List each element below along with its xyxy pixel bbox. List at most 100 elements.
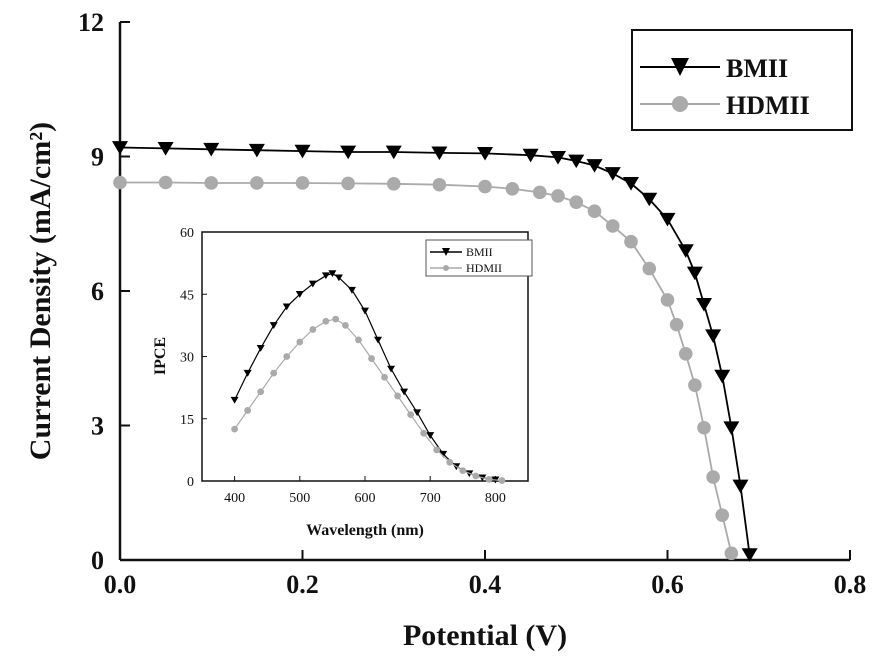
inset-hdmii-point: [270, 369, 278, 377]
main-hdmii-point: [660, 293, 675, 307]
main-hdmii-point: [478, 179, 492, 194]
main-y-tick-label: 12: [78, 8, 104, 37]
inset-hdmii-point: [485, 475, 493, 483]
main-bmii-point: [604, 167, 621, 181]
main-bmii-point: [741, 548, 758, 562]
inset-bmii-point: [321, 272, 330, 280]
main-bmii-point: [677, 244, 694, 258]
inset-hdmii-point: [446, 458, 454, 466]
inset-bmii-point: [243, 369, 252, 377]
inset-y-tick-label: 0: [187, 475, 194, 490]
inset-hdmii-point: [355, 336, 362, 344]
inset-hdmii-point: [420, 429, 428, 437]
inset-y-tick-label: 60: [180, 226, 194, 241]
main-y-axis-label: Current Density (mA/cm²): [24, 122, 57, 460]
main-legend: BMII HDMII: [631, 29, 853, 131]
legend-hdmii-label: HDMII: [726, 91, 810, 120]
main-hdmii-point: [624, 234, 638, 249]
main-hdmii-point: [587, 204, 602, 218]
inset-bmii-point: [439, 450, 448, 458]
main-hdmii-point: [715, 508, 730, 522]
main-hdmii-point: [295, 176, 310, 190]
main-bmii-point: [248, 143, 265, 158]
main-y-tick-label: 6: [91, 277, 104, 306]
main-bmii-point: [157, 142, 174, 156]
inset-bmii-point: [328, 270, 337, 278]
inset-x-tick-label: 800: [485, 491, 506, 506]
inset-hdmii-point: [332, 315, 340, 323]
main-bmii-point: [431, 146, 448, 161]
main-x-tick-label: 0.0: [104, 570, 137, 599]
inset-y-tick-label: 15: [180, 413, 194, 428]
inset-hdmii-point: [407, 411, 415, 418]
main-bmii-point: [112, 141, 128, 155]
inset-y-tick-label: 30: [180, 351, 194, 366]
inset-hdmii-point: [472, 472, 480, 480]
main-y-tick-label: 0: [91, 546, 104, 575]
main-bmii-point: [522, 148, 539, 163]
inset-bmii-point: [269, 322, 278, 329]
main-bmii-point: [732, 479, 749, 494]
main-hdmii-point: [204, 176, 219, 190]
main-bmii-point: [568, 154, 585, 169]
main-bmii-point: [623, 177, 639, 191]
inset-hdmii-point: [309, 326, 317, 333]
inset-tick-group: 400 500 600 700 800 0 15 30 45 60: [180, 226, 506, 506]
main-bmii-point: [203, 142, 220, 157]
inset-bmii-point: [347, 286, 356, 294]
main-bmii-point: [659, 212, 676, 227]
main-hdmii-point: [158, 175, 173, 190]
inset-bmii-point: [413, 409, 422, 417]
inset-legend-bmii-label: BMII: [466, 245, 493, 259]
main-bmii-point: [477, 146, 493, 161]
main-hdmii-point: [706, 470, 720, 484]
main-bmii-point: [696, 298, 712, 312]
inset-x-tick-label: 600: [355, 491, 376, 506]
main-hdmii-point: [250, 176, 264, 190]
inset-hdmii-point: [322, 317, 330, 325]
legend-bmii-marker: [671, 58, 689, 76]
main-hdmii-point: [532, 185, 547, 200]
inset-bmii-point: [334, 274, 343, 282]
inset-hdmii-line: [234, 318, 502, 482]
inset-legend-bmii-marker: [442, 248, 450, 256]
main-x-tick-label: 0.2: [286, 570, 319, 599]
main-x-axis-label: Potential (V): [403, 619, 567, 652]
main-hdmii-point: [505, 181, 520, 196]
inset-bmii-point: [426, 432, 435, 439]
inset-x-tick-label: 400: [224, 491, 245, 506]
main-hdmii-point: [551, 189, 565, 203]
main-hdmii-point: [432, 177, 447, 192]
main-hdmii-point: [678, 346, 693, 361]
inset-legend-hdmii-label: HDMII: [466, 261, 502, 275]
main-x-tick-label: 0.8: [834, 570, 867, 599]
inset-hdmii-point: [342, 321, 349, 329]
main-hdmii-point: [688, 378, 702, 392]
inset-legend-hdmii-marker: [443, 265, 449, 271]
inset-legend-box: [425, 239, 533, 277]
inset-hdmii-point: [498, 477, 506, 484]
inset-bmii-point: [308, 280, 317, 288]
inset-hdmii-point: [433, 446, 441, 454]
inset-bmii-point: [256, 345, 265, 352]
main-hdmii-point: [642, 261, 657, 276]
legend-hdmii-marker: [672, 96, 688, 112]
inset-bmii-point: [374, 336, 383, 344]
main-bmii-point: [705, 329, 722, 344]
main-hdmii-point: [569, 195, 584, 210]
main-x-tick-label: 0.4: [469, 570, 502, 599]
main-hdmii-point: [605, 219, 620, 233]
inset-y-axis-label: IPCE: [152, 337, 169, 375]
main-bmii-point: [686, 266, 703, 281]
inset-chart: 400 500 600 700 800 0 15 30 45 60 Wavelength (nm)…: [152, 226, 533, 539]
main-bmii-point: [586, 159, 603, 173]
inset-hdmii-point: [231, 425, 239, 433]
inset-x-tick-label: 500: [289, 491, 310, 506]
inset-hdmii-point: [381, 373, 388, 381]
main-bmii-point: [294, 144, 311, 159]
main-series-group: [112, 141, 758, 562]
inset-bmii-point: [361, 307, 369, 315]
main-x-tick-label: 0.6: [651, 570, 684, 599]
inset-bmii-line: [234, 272, 496, 481]
